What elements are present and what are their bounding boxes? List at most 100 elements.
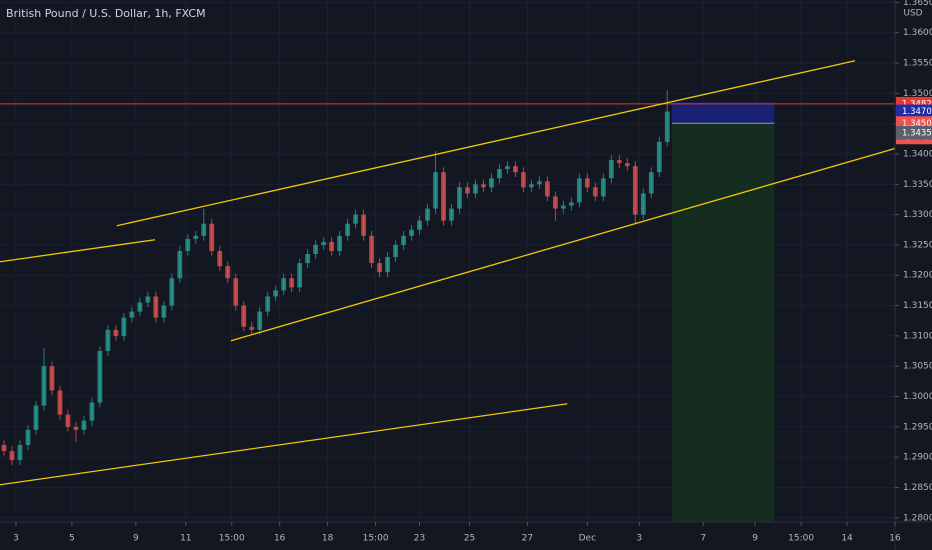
candle-body [25, 429, 31, 446]
candle-body [73, 426, 79, 430]
y-tick-label: 1.28000 [903, 513, 932, 523]
candle-body [105, 329, 111, 352]
candle-body [241, 305, 247, 327]
price-tag-label: 1.34350 [902, 128, 932, 138]
price-tag-label: 1.34700 [902, 107, 932, 117]
candle-body [281, 278, 287, 291]
candle-body [441, 172, 446, 221]
candle-body [65, 414, 71, 427]
trend-line [0, 403, 568, 486]
candle-body [121, 317, 127, 336]
candle-body [616, 160, 622, 164]
candle-body [632, 166, 638, 215]
position-target-zone [672, 123, 775, 522]
candle-body [544, 181, 550, 197]
axes: 1.28000 1.28500 1.29000 1.29500 1.30000 1.305… [13, 0, 932, 544]
candle-body [513, 166, 518, 173]
candle-body [305, 254, 311, 264]
candle-body [369, 235, 374, 264]
candle-body [265, 296, 271, 312]
x-tick-label: 23 [414, 534, 425, 544]
trend-line [230, 147, 895, 342]
y-tick-label: 1.31000 [903, 331, 932, 341]
candle-body [433, 172, 438, 209]
x-tick-label: 7 [700, 534, 706, 544]
candle-body [337, 235, 343, 251]
candle-body [257, 311, 263, 330]
x-tick-label: Dec [579, 534, 596, 544]
candle-body [177, 250, 183, 279]
y-tick-label: 1.33000 [903, 210, 932, 220]
candle-body [201, 223, 207, 236]
price-tag-label: 1.34826 [902, 99, 932, 109]
candle-body [385, 257, 390, 273]
chart-title: British Pound / U.S. Dollar, 1h, FXCM [6, 7, 206, 20]
y-tick-label: 1.35500 [903, 59, 932, 69]
candle-body [361, 214, 366, 236]
candle-body [161, 305, 167, 318]
x-tick-label: 14 [841, 534, 853, 544]
candle-body [377, 263, 382, 273]
candle-body [465, 187, 470, 194]
candle-body [225, 266, 231, 279]
x-tick-label: 16 [274, 534, 286, 544]
candle-body [113, 329, 119, 336]
y-tick-label: 1.32500 [903, 240, 932, 250]
candle-body [145, 296, 151, 303]
candle-body [584, 178, 590, 188]
candle-body [49, 366, 55, 391]
x-tick-label: 15:00 [219, 534, 245, 544]
candle-body [449, 208, 454, 221]
candle-body [89, 402, 95, 421]
candle-body [273, 290, 279, 297]
candle-body [129, 311, 135, 318]
x-tick-label: 5 [69, 534, 75, 544]
candle-body [41, 366, 47, 406]
candle-body [289, 278, 295, 288]
candle-body [1, 445, 7, 452]
candle-body [81, 420, 87, 430]
candle-body [217, 250, 223, 267]
candle-body [345, 223, 351, 236]
candle-body [17, 445, 23, 461]
candle-body [57, 390, 63, 415]
candle-body [521, 172, 526, 188]
trend-line [116, 60, 856, 227]
candle-body [552, 196, 558, 209]
candle-body [9, 451, 15, 461]
candle-body [608, 160, 614, 179]
x-tick-label: 9 [133, 534, 139, 544]
y-tick-label: 1.29000 [903, 453, 932, 463]
candle-body [489, 178, 494, 188]
y-tick-label: 1.30000 [903, 392, 932, 402]
plot-area [0, 0, 895, 522]
price-tag-label: 1.34507 [902, 119, 932, 129]
candle-body [185, 238, 191, 251]
candle-body [648, 172, 654, 194]
candle-body [640, 193, 646, 215]
candle-body [600, 178, 606, 197]
y-tick-label: 1.30500 [903, 362, 932, 372]
candle-body [233, 278, 239, 306]
y-tick-label: 1.35000 [903, 89, 932, 99]
x-tick-label: 3 [13, 534, 19, 544]
candle-body [481, 184, 486, 188]
candle-body [473, 184, 478, 194]
candle-body [425, 208, 430, 221]
x-tick-label: 15:00 [788, 534, 814, 544]
y-tick-label: 1.29500 [903, 422, 932, 432]
candle-body [656, 141, 662, 173]
y-tick-label: 1.36000 [903, 28, 932, 38]
y-tick-label: 1.32000 [903, 271, 932, 281]
trend-line [0, 239, 156, 263]
candle-body [169, 278, 175, 306]
candle-body [193, 235, 199, 239]
price-tag [896, 104, 932, 119]
candle-body [393, 244, 398, 258]
y-tick-label: 1.31500 [903, 301, 932, 311]
candle-body [409, 229, 414, 236]
candle-body [664, 111, 670, 142]
candle-body [97, 351, 103, 403]
candle-body [329, 241, 335, 251]
